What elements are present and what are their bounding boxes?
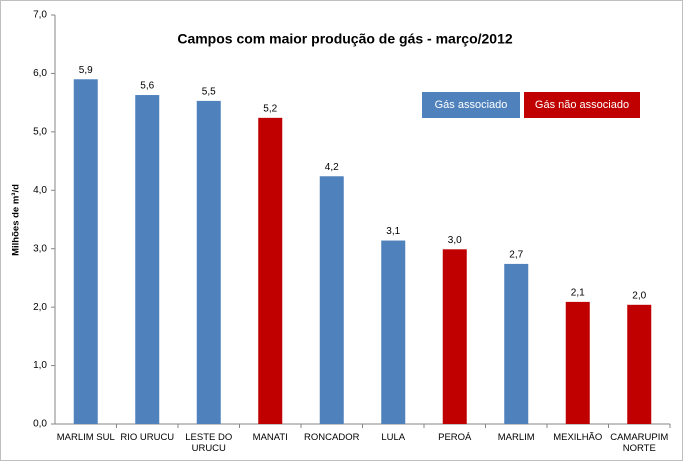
x-tick-label: LULA bbox=[381, 432, 406, 443]
y-tick-label: 1,0 bbox=[33, 360, 47, 371]
x-tick-label: MARLIM SUL bbox=[56, 432, 115, 443]
x-tick-label: PEROÁ bbox=[438, 432, 472, 443]
bar bbox=[627, 304, 652, 424]
data-label: 5,9 bbox=[79, 65, 93, 76]
x-tick-label: LESTE DO URUCU bbox=[185, 432, 233, 454]
data-label: 3,0 bbox=[448, 235, 462, 246]
y-tick-label: 7,0 bbox=[33, 10, 47, 21]
y-tick-label: 5,0 bbox=[33, 126, 47, 137]
data-label: 5,5 bbox=[202, 87, 216, 98]
bar bbox=[565, 301, 590, 424]
x-tick-label: MARLIM bbox=[497, 432, 535, 443]
bar bbox=[196, 100, 221, 424]
data-label: 4,2 bbox=[325, 162, 339, 173]
bar bbox=[442, 249, 467, 424]
y-tick-label: 0,0 bbox=[33, 419, 47, 430]
data-label: 5,6 bbox=[140, 81, 154, 92]
data-label: 2,1 bbox=[571, 288, 585, 299]
legend-label: Gás associado bbox=[435, 99, 508, 111]
bar bbox=[504, 263, 529, 424]
y-tick-label: 6,0 bbox=[33, 68, 47, 79]
x-tick-label: RONCADOR bbox=[304, 432, 360, 443]
y-tick-label: 4,0 bbox=[33, 185, 47, 196]
legend-label: Gás não associado bbox=[535, 99, 629, 111]
bar bbox=[319, 176, 344, 424]
data-label: 3,1 bbox=[386, 226, 400, 237]
x-tick-label: RIO URUCU bbox=[120, 432, 175, 443]
data-label: 5,2 bbox=[263, 103, 277, 114]
y-axis-label: Milhões de m³/d bbox=[11, 184, 22, 256]
x-tick-label: MEXILHÃO bbox=[553, 432, 603, 443]
data-label: 2,0 bbox=[632, 290, 646, 301]
bar bbox=[381, 240, 406, 424]
legend-swatch bbox=[524, 92, 640, 118]
y-tick-label: 2,0 bbox=[33, 302, 47, 313]
chart-title: Campos com maior produção de gás - março… bbox=[177, 31, 513, 47]
bar bbox=[135, 95, 160, 424]
x-tick-label: CAMARUPIM NORTE bbox=[610, 432, 669, 454]
y-tick-label: 3,0 bbox=[33, 243, 47, 254]
x-tick-label: MANATI bbox=[252, 432, 288, 443]
data-label: 2,7 bbox=[509, 250, 523, 261]
bar bbox=[258, 117, 283, 424]
legend-swatch bbox=[422, 92, 520, 118]
bar bbox=[73, 79, 98, 425]
